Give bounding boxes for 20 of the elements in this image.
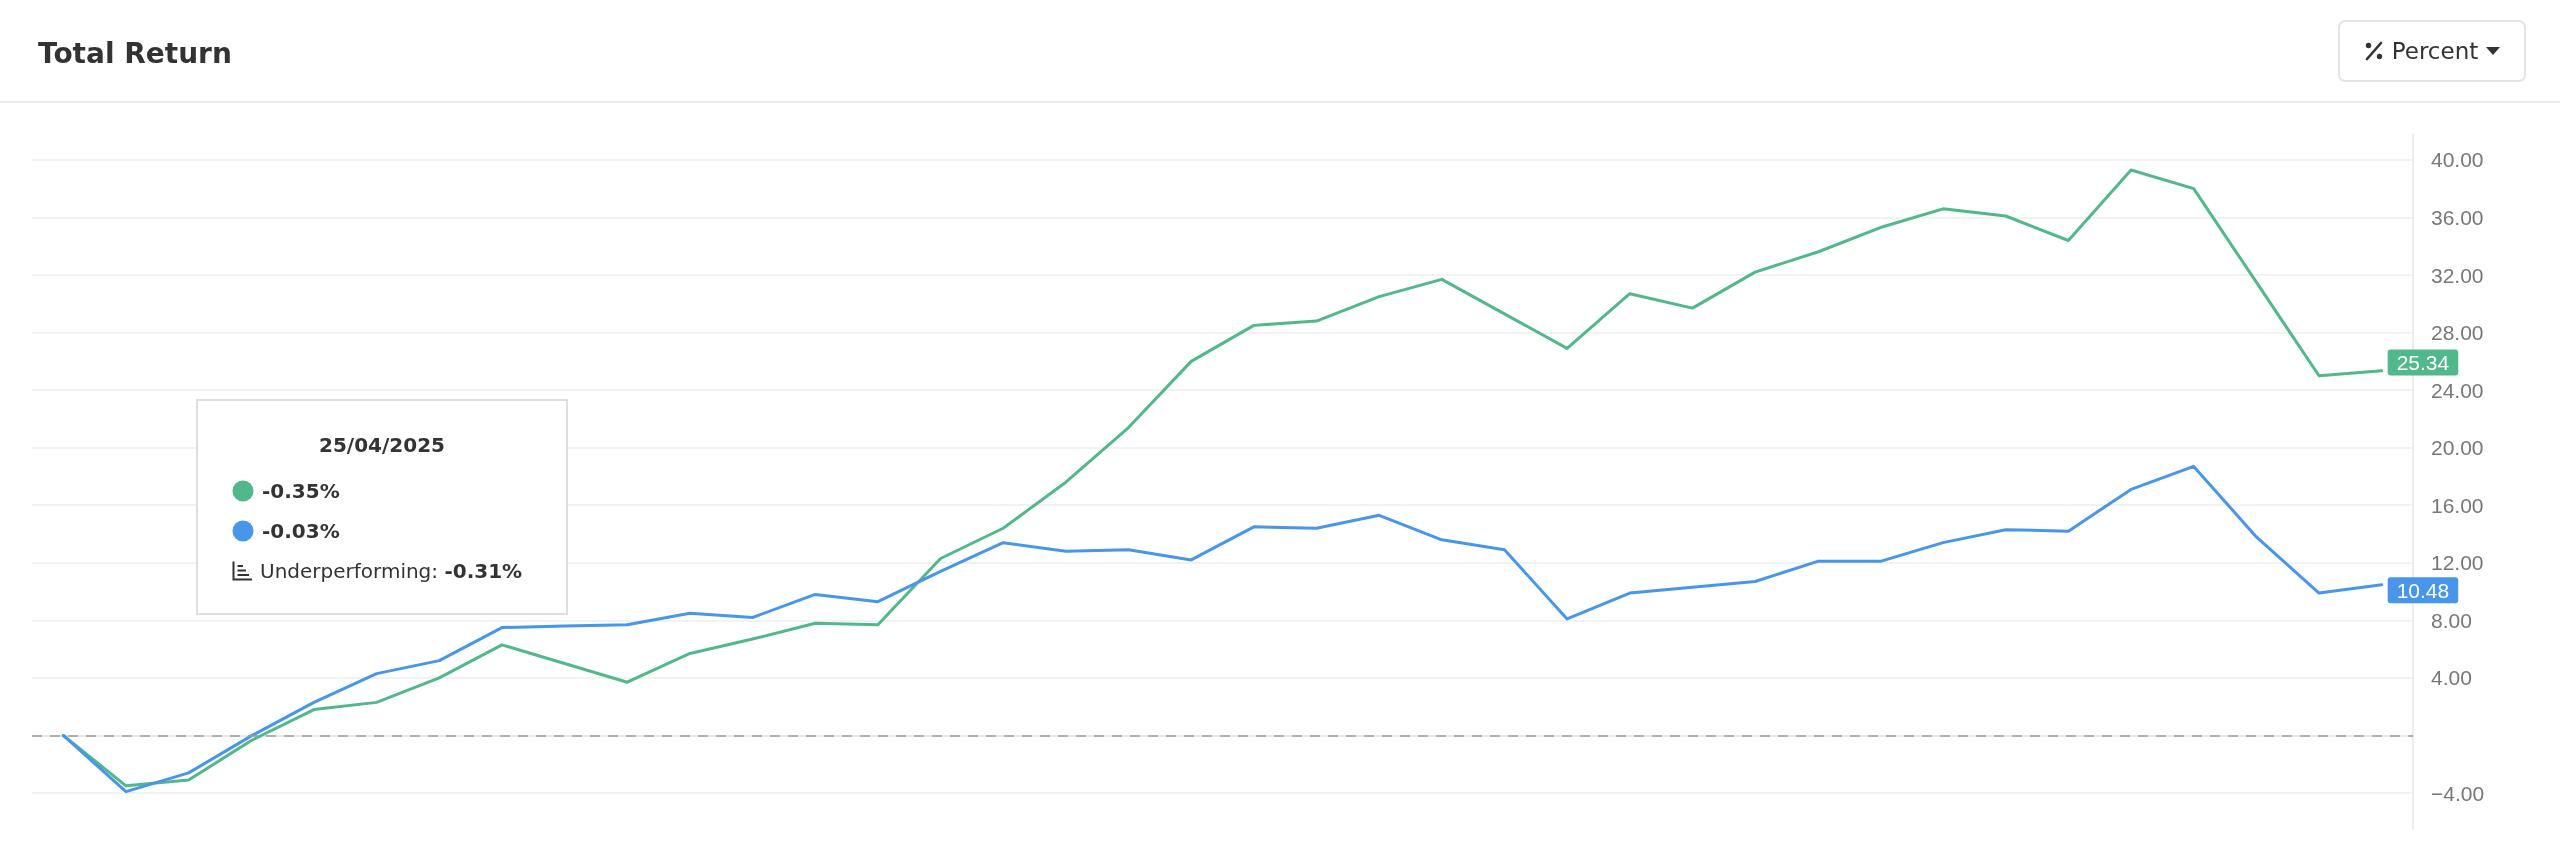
data-label: 25.34 — [2396, 351, 2450, 375]
y-tick-label: 40.00 — [2431, 148, 2484, 172]
y-tick-label: 16.00 — [2431, 493, 2484, 517]
y-tick-label: 8.00 — [2431, 608, 2472, 632]
annotation: 25/04/2025 — [319, 432, 445, 459]
y-tick-label: 24.00 — [2431, 378, 2484, 402]
dropdown-button: Percent — [2338, 20, 2526, 82]
annotation: -0.35% — [262, 479, 340, 503]
annotation: -0.03% — [262, 519, 340, 543]
y-tick-label: 4.00 — [2431, 666, 2472, 690]
y-tick-label: 32.00 — [2431, 263, 2484, 287]
chart-title: Total Return — [38, 36, 232, 70]
y-tick-label: −4.00 — [2431, 781, 2485, 805]
y-tick-label: 12.00 — [2431, 551, 2484, 575]
y-tick-label: 28.00 — [2431, 321, 2484, 345]
y-tick-label: 20.00 — [2431, 436, 2484, 460]
y-tick-label: 36.00 — [2431, 205, 2484, 229]
annotation: Underperforming: -0.31% — [260, 559, 523, 583]
data-label: 10.48 — [2396, 578, 2450, 602]
line-series — [61, 464, 2384, 794]
